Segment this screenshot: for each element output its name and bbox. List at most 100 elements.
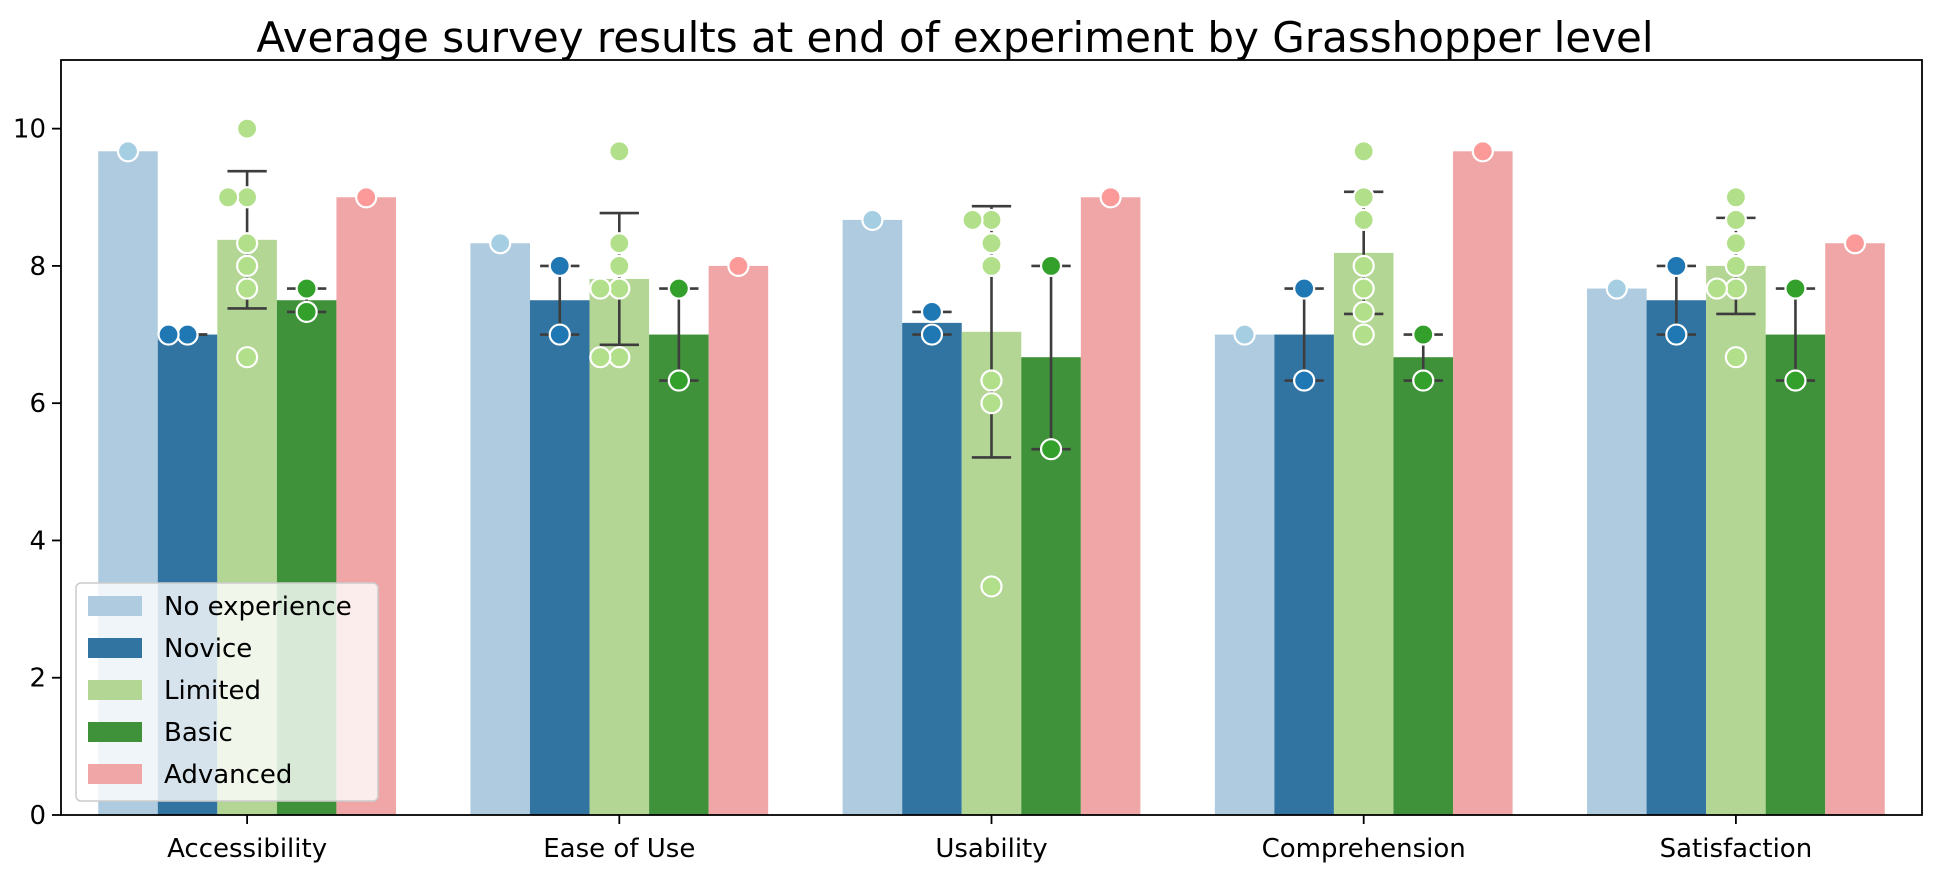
point-3-1-0	[667, 277, 690, 300]
y-tick-label-3: 6	[29, 389, 46, 419]
point-2-3-6	[1352, 323, 1375, 346]
point-2-0-2	[217, 186, 240, 209]
point-2-0-3	[236, 232, 259, 255]
point-1-2-1	[920, 323, 944, 346]
point-0-3-0	[1233, 323, 1256, 346]
point-1-0-0	[176, 323, 199, 346]
bar-3-3	[1393, 357, 1454, 815]
point-2-2-6	[980, 575, 1003, 598]
legend-label-0: No experience	[164, 592, 352, 622]
point-1-4-0	[1665, 254, 1688, 278]
point-3-4-1	[1784, 369, 1807, 392]
bar-1-4	[1646, 300, 1707, 816]
point-2-4-5	[1705, 277, 1729, 300]
point-3-3-1	[1412, 369, 1435, 392]
point-2-2-3	[980, 254, 1003, 278]
point-2-1-1	[608, 232, 631, 255]
x-tick-label-3: Comprehension	[1262, 834, 1466, 864]
point-0-1-0	[489, 232, 512, 255]
y-tick-label-0: 0	[29, 801, 46, 831]
point-3-0-0	[295, 277, 318, 300]
point-1-1-1	[548, 323, 571, 346]
point-1-1-0	[548, 254, 571, 278]
point-1-4-1	[1665, 323, 1688, 346]
point-2-3-5	[1352, 300, 1375, 323]
plot-area	[98, 117, 1885, 816]
point-1-3-0	[1293, 277, 1316, 300]
point-2-0-5	[236, 277, 259, 300]
point-2-2-0	[980, 208, 1003, 232]
bar-2-3	[1333, 252, 1394, 815]
bar-1-2	[902, 322, 962, 815]
point-2-4-0	[1724, 186, 1748, 209]
point-4-4-0	[1843, 232, 1867, 255]
point-2-4-1	[1724, 208, 1748, 232]
legend-swatch-0	[88, 596, 142, 616]
bar-3-1	[649, 334, 709, 815]
y-tick-label-4: 8	[29, 252, 46, 282]
bar-4-3	[1453, 151, 1513, 816]
point-2-1-4	[589, 277, 612, 300]
point-0-4-0	[1605, 277, 1628, 300]
y-tick-label-5: 10	[13, 115, 46, 145]
point-0-0-0	[116, 140, 140, 163]
bar-0-3	[1214, 334, 1275, 815]
legend-swatch-4	[88, 764, 142, 784]
point-1-2-0	[920, 300, 944, 323]
legend-swatch-1	[88, 638, 142, 658]
legend-label-2: Limited	[164, 676, 261, 706]
chart-title: Average survey results at end of experim…	[256, 13, 1653, 62]
bar-0-4	[1587, 288, 1647, 815]
bar-4-2	[1080, 197, 1141, 815]
bar-1-1	[529, 300, 590, 816]
bar-0-1	[470, 243, 530, 815]
point-2-4-4	[1724, 277, 1748, 300]
x-tick-label-4: Satisfaction	[1660, 834, 1813, 864]
point-4-1-0	[727, 254, 750, 278]
point-2-2-2	[980, 232, 1003, 255]
point-3-2-0	[1039, 254, 1063, 278]
legend: No experience Novice Limited Basic Advanced	[75, 582, 379, 802]
legend-box	[75, 582, 379, 802]
point-4-0-0	[355, 186, 378, 209]
point-1-3-1	[1293, 369, 1316, 392]
point-2-1-0	[608, 140, 631, 163]
point-1-0-1	[157, 323, 180, 346]
point-2-0-0	[236, 117, 259, 140]
point-2-3-4	[1352, 277, 1375, 300]
point-3-0-1	[295, 300, 318, 323]
point-2-3-1	[1352, 186, 1375, 209]
y-tick-label-2: 4	[29, 526, 46, 556]
legend-label-3: Basic	[164, 718, 233, 748]
point-2-2-5	[980, 392, 1003, 415]
point-3-2-1	[1039, 438, 1063, 461]
point-3-4-0	[1784, 277, 1807, 300]
point-3-1-1	[667, 369, 690, 392]
legend-label-4: Advanced	[164, 760, 292, 790]
bar-1-3	[1274, 334, 1334, 815]
x-tick-label-0: Accessibility	[167, 834, 327, 864]
point-2-4-6	[1724, 346, 1748, 369]
point-2-2-1	[961, 208, 984, 232]
bar-4-1	[708, 265, 769, 815]
point-2-0-6	[236, 346, 259, 369]
point-2-4-2	[1724, 232, 1748, 255]
bar-0-2	[842, 219, 903, 816]
point-2-2-4	[980, 369, 1003, 392]
x-tick-label-2: Usability	[935, 834, 1047, 864]
point-2-3-2	[1352, 208, 1375, 232]
point-4-2-0	[1099, 186, 1122, 209]
axes: 0 2 4 6 8 10 Accessibility Ease of Use Usability…	[13, 59, 1923, 864]
point-2-1-5	[608, 346, 631, 369]
point-4-3-0	[1471, 140, 1494, 163]
point-2-1-3	[608, 277, 631, 300]
point-2-3-3	[1352, 254, 1375, 278]
point-2-1-2	[608, 254, 631, 278]
bar-3-4	[1765, 334, 1826, 815]
legend-swatch-3	[88, 722, 142, 742]
legend-label-1: Novice	[164, 634, 252, 664]
point-2-4-3	[1724, 254, 1748, 278]
legend-swatch-2	[88, 680, 142, 700]
